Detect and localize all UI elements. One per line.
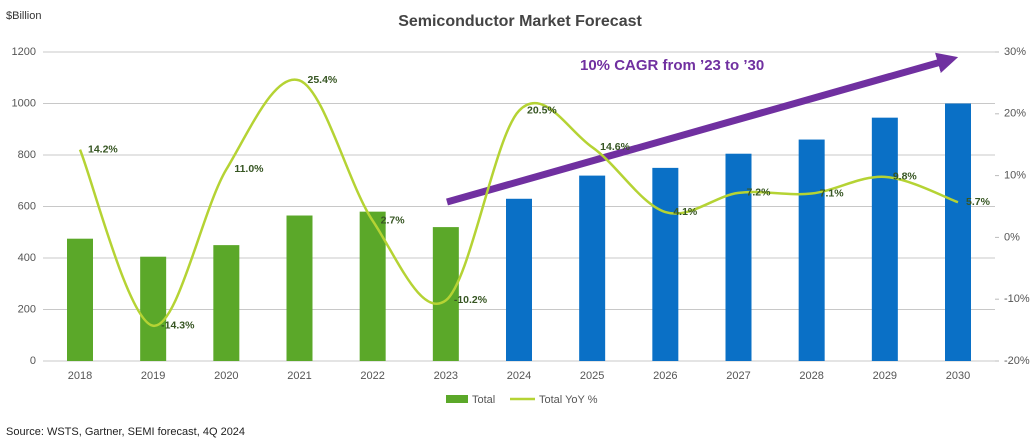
bar xyxy=(67,238,93,361)
y2-tick-label: -20% xyxy=(1004,355,1030,367)
chart-title: Semiconductor Market Forecast xyxy=(398,13,642,30)
x-tick-label: 2028 xyxy=(799,370,823,382)
x-tick-label: 2026 xyxy=(653,370,677,382)
y-tick-label: 800 xyxy=(18,149,36,161)
data-label: 5.7% xyxy=(966,196,991,208)
x-tick-label: 2022 xyxy=(360,370,384,382)
y-tick-label: 1200 xyxy=(12,46,36,58)
data-label: 7.2% xyxy=(747,187,772,199)
x-tick-label: 2027 xyxy=(726,370,750,382)
annotation: 10% CAGR from ’23 to ’30 xyxy=(580,57,764,74)
y2-tick-label: 0% xyxy=(1004,231,1020,243)
y-tick-label: 400 xyxy=(18,252,36,264)
data-label: 20.5% xyxy=(527,104,557,116)
bar xyxy=(140,256,167,361)
data-label: 7.1% xyxy=(820,187,845,199)
bar xyxy=(286,215,313,361)
x-tick-label: 2021 xyxy=(287,370,311,382)
yoy-line xyxy=(78,78,959,328)
y2-tick-label: 10% xyxy=(1004,170,1026,182)
y-axis-label: $Billion xyxy=(6,10,41,22)
bar xyxy=(213,245,240,361)
data-label: 4.1% xyxy=(673,206,698,218)
bar xyxy=(871,117,898,361)
data-label: 14.6% xyxy=(600,141,630,153)
y-tick-label: 200 xyxy=(18,303,36,315)
x-tick-label: 2019 xyxy=(141,370,165,382)
x-tick-label: 2029 xyxy=(873,370,897,382)
legend-swatch xyxy=(446,395,468,403)
y2-tick-label: -10% xyxy=(1004,293,1030,305)
x-tick-label: 2025 xyxy=(580,370,604,382)
cagr-arrow xyxy=(446,52,959,206)
bar xyxy=(432,227,459,361)
data-label: 9.8% xyxy=(893,171,918,183)
legend-label: Total YoY % xyxy=(539,394,598,406)
data-label: 14.2% xyxy=(88,143,118,155)
y-tick-label: 1000 xyxy=(12,97,36,109)
bar xyxy=(652,167,679,361)
legend-label: Total xyxy=(472,394,495,406)
y-tick-label: 600 xyxy=(18,200,36,212)
y2-tick-label: 20% xyxy=(1004,108,1026,120)
data-label: 25.4% xyxy=(308,74,338,86)
data-label: -14.3% xyxy=(161,320,195,332)
bar xyxy=(945,103,971,361)
data-label: 2.7% xyxy=(381,214,406,226)
data-label: 11.0% xyxy=(234,163,264,175)
x-tick-label: 2024 xyxy=(507,370,531,382)
data-label: -10.2% xyxy=(454,294,488,306)
bar xyxy=(506,198,532,361)
y-tick-label: 0 xyxy=(30,355,36,367)
x-tick-label: 2030 xyxy=(946,370,970,382)
x-tick-label: 2018 xyxy=(68,370,92,382)
source: Source: WSTS, Gartner, SEMI forecast, 4Q… xyxy=(6,426,245,438)
bar xyxy=(579,175,606,361)
bars xyxy=(43,51,995,362)
bar xyxy=(725,153,752,361)
y2-tick-label: 30% xyxy=(1004,46,1026,58)
x-tick-label: 2020 xyxy=(214,370,238,382)
bar xyxy=(798,139,825,361)
x-tick-label: 2023 xyxy=(434,370,458,382)
